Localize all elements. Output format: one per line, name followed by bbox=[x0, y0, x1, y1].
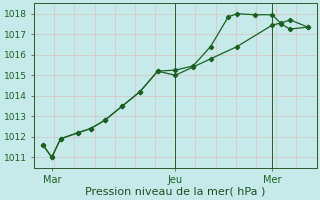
X-axis label: Pression niveau de la mer( hPa ): Pression niveau de la mer( hPa ) bbox=[85, 187, 266, 197]
